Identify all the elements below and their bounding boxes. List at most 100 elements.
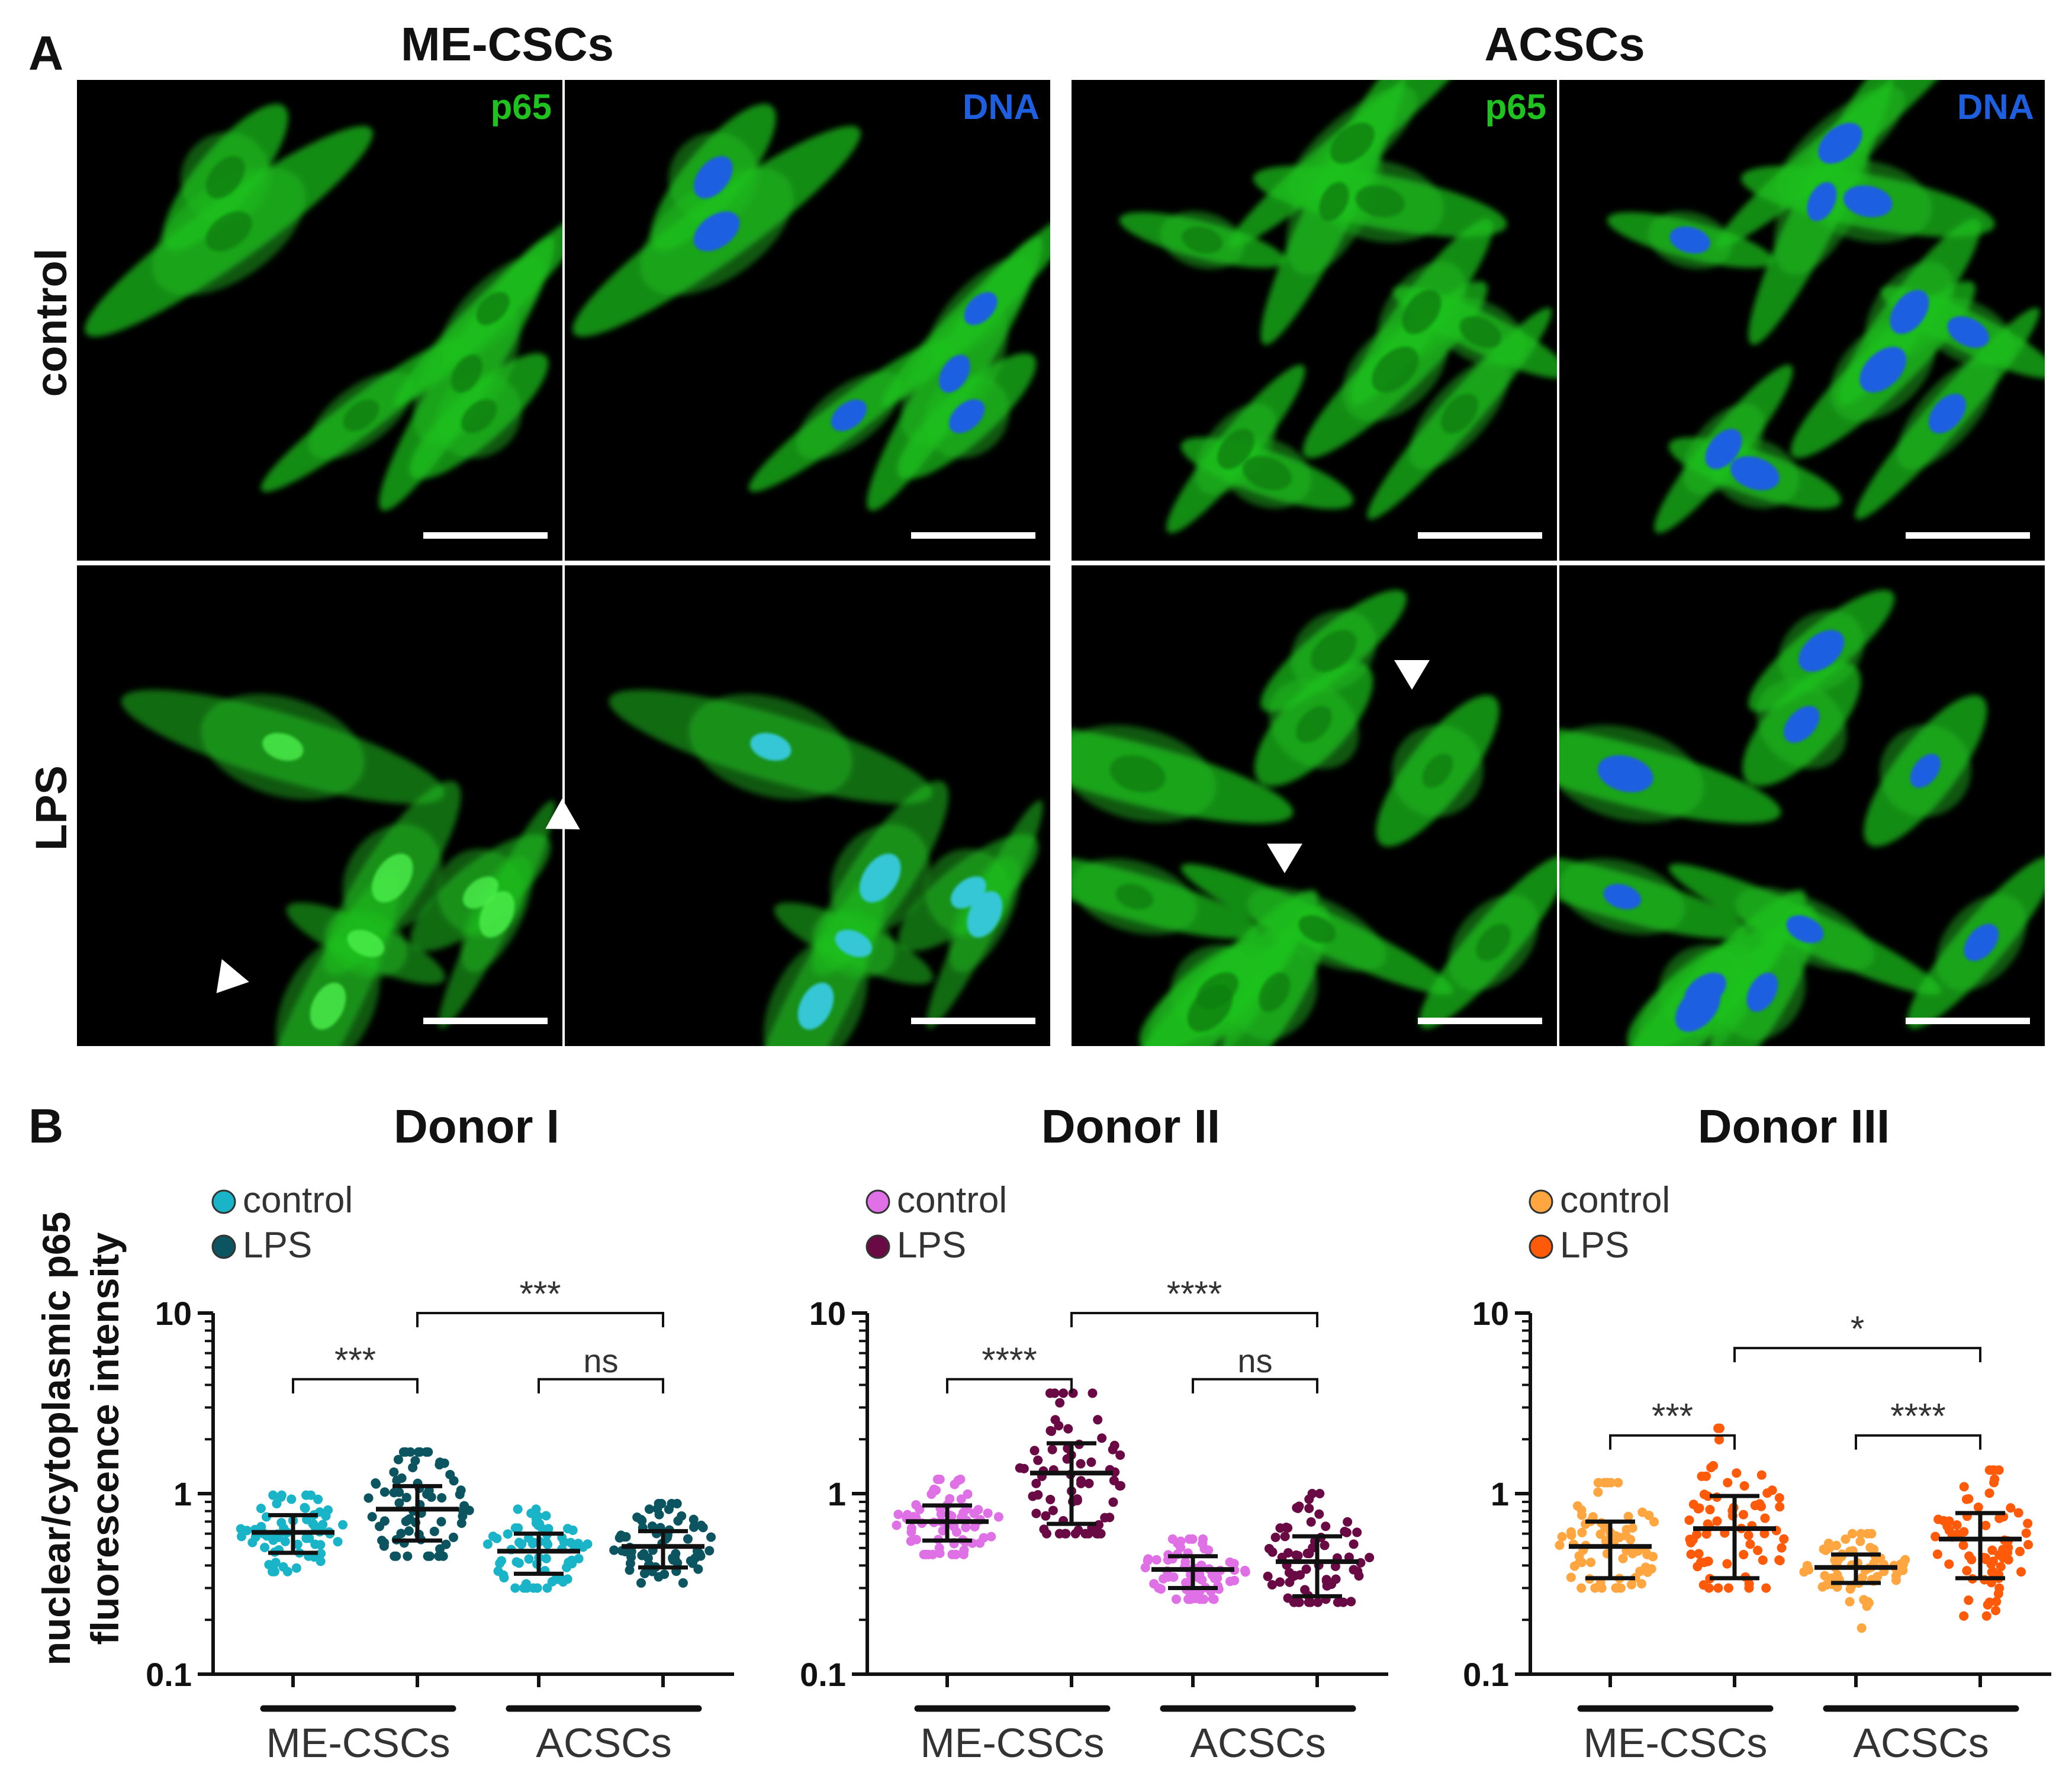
significance-label: ****	[1167, 1274, 1222, 1314]
series-me-cscs-control	[236, 1490, 348, 1576]
data-point	[1054, 1421, 1064, 1431]
data-point	[1931, 1532, 1941, 1542]
data-point	[1981, 1555, 1991, 1565]
significance-bracket: ***	[292, 1340, 419, 1394]
series-me-cscs-control	[892, 1474, 1003, 1559]
data-point	[1739, 1549, 1749, 1559]
data-point	[1039, 1524, 1049, 1534]
data-point	[313, 1494, 323, 1504]
micrograph-acscs-control-dna: DNA	[1559, 80, 2045, 561]
data-point	[2023, 1540, 2034, 1550]
data-point	[1756, 1470, 1767, 1480]
micrograph-me-cscs-control-p65: p65	[77, 80, 562, 561]
data-point	[456, 1518, 466, 1528]
x-group-label-me-cscs: ME-CSCs	[1583, 1720, 1767, 1766]
data-point	[567, 1555, 577, 1565]
data-point	[318, 1520, 328, 1530]
series-me-cscs-lps	[363, 1447, 474, 1561]
data-point	[1267, 1580, 1277, 1590]
data-point	[1994, 1513, 2005, 1523]
data-point	[1033, 1490, 1043, 1500]
data-point	[260, 1543, 270, 1553]
data-point	[1212, 1573, 1222, 1583]
data-point	[1646, 1564, 1656, 1574]
arrowhead-marker	[1394, 660, 1430, 690]
data-point	[392, 1475, 402, 1485]
data-point	[439, 1458, 449, 1468]
y-tick-label: 0.1	[146, 1656, 192, 1693]
data-point	[1060, 1529, 1070, 1539]
y-tick-label: 10	[155, 1295, 192, 1332]
data-point	[1618, 1553, 1628, 1563]
row-label-lps: LPS	[27, 765, 76, 851]
x-group-label-me-cscs: ME-CSCs	[266, 1720, 450, 1766]
data-point	[547, 1576, 557, 1587]
data-point	[1569, 1561, 1579, 1571]
data-point	[1031, 1478, 1041, 1488]
data-point	[1699, 1489, 1709, 1500]
data-point	[639, 1568, 649, 1578]
data-point	[338, 1520, 348, 1530]
y-axis-title-line-1: nuclear/cytoplasmic p65	[34, 1212, 78, 1666]
data-point	[1055, 1398, 1065, 1408]
data-point	[1775, 1502, 1785, 1512]
data-point	[1115, 1481, 1125, 1491]
data-point	[1306, 1517, 1316, 1527]
data-point	[1314, 1509, 1324, 1519]
data-point	[1073, 1525, 1083, 1535]
data-point	[1732, 1468, 1742, 1478]
data-point	[1621, 1524, 1632, 1534]
data-point	[401, 1447, 411, 1457]
data-point	[1767, 1485, 1777, 1495]
data-point	[1626, 1579, 1636, 1590]
data-point	[1093, 1415, 1103, 1425]
data-point	[1996, 1562, 2006, 1572]
data-point	[529, 1537, 539, 1547]
data-point	[1292, 1502, 1302, 1513]
data-point	[668, 1553, 678, 1563]
data-point	[1864, 1598, 1874, 1608]
scale-bar	[911, 1018, 1035, 1024]
data-point	[1029, 1446, 1040, 1456]
data-point	[237, 1532, 247, 1542]
data-point	[389, 1467, 399, 1477]
data-point	[1349, 1539, 1359, 1549]
data-point	[557, 1575, 567, 1585]
data-point	[449, 1476, 459, 1486]
data-point	[1313, 1597, 1323, 1607]
panel-a-label: A	[28, 27, 63, 81]
micrograph-acscs-lps-dna	[1559, 565, 2045, 1046]
data-point	[1577, 1527, 1587, 1537]
data-point	[1354, 1571, 1364, 1581]
micrograph-me-cscs-control-dna: DNA	[565, 80, 1050, 561]
data-point	[1697, 1471, 1707, 1481]
data-point	[1744, 1583, 1754, 1593]
y-tick-label: 1	[1491, 1475, 1509, 1513]
significance-bracket: ns	[1192, 1342, 1318, 1394]
data-point	[1895, 1566, 1905, 1576]
data-point	[422, 1489, 432, 1500]
data-point	[963, 1489, 973, 1499]
data-point	[993, 1512, 1003, 1522]
data-point	[632, 1512, 642, 1522]
data-point	[1642, 1549, 1652, 1559]
data-point	[1031, 1508, 1041, 1518]
data-point	[1280, 1532, 1290, 1542]
data-point	[282, 1566, 292, 1576]
data-point	[287, 1494, 297, 1504]
data-point	[1045, 1494, 1056, 1504]
data-point	[1097, 1433, 1107, 1443]
channel-label-p65: p65	[491, 87, 552, 127]
data-point	[1340, 1527, 1350, 1537]
data-point	[956, 1494, 966, 1504]
data-point	[268, 1490, 278, 1500]
data-point	[1743, 1530, 1754, 1540]
data-point	[1593, 1487, 1603, 1497]
data-point	[906, 1527, 916, 1537]
data-point	[979, 1533, 989, 1543]
data-point	[2023, 1518, 2033, 1529]
data-point	[1994, 1550, 2004, 1560]
data-point	[1572, 1501, 1582, 1511]
data-point	[441, 1539, 451, 1549]
